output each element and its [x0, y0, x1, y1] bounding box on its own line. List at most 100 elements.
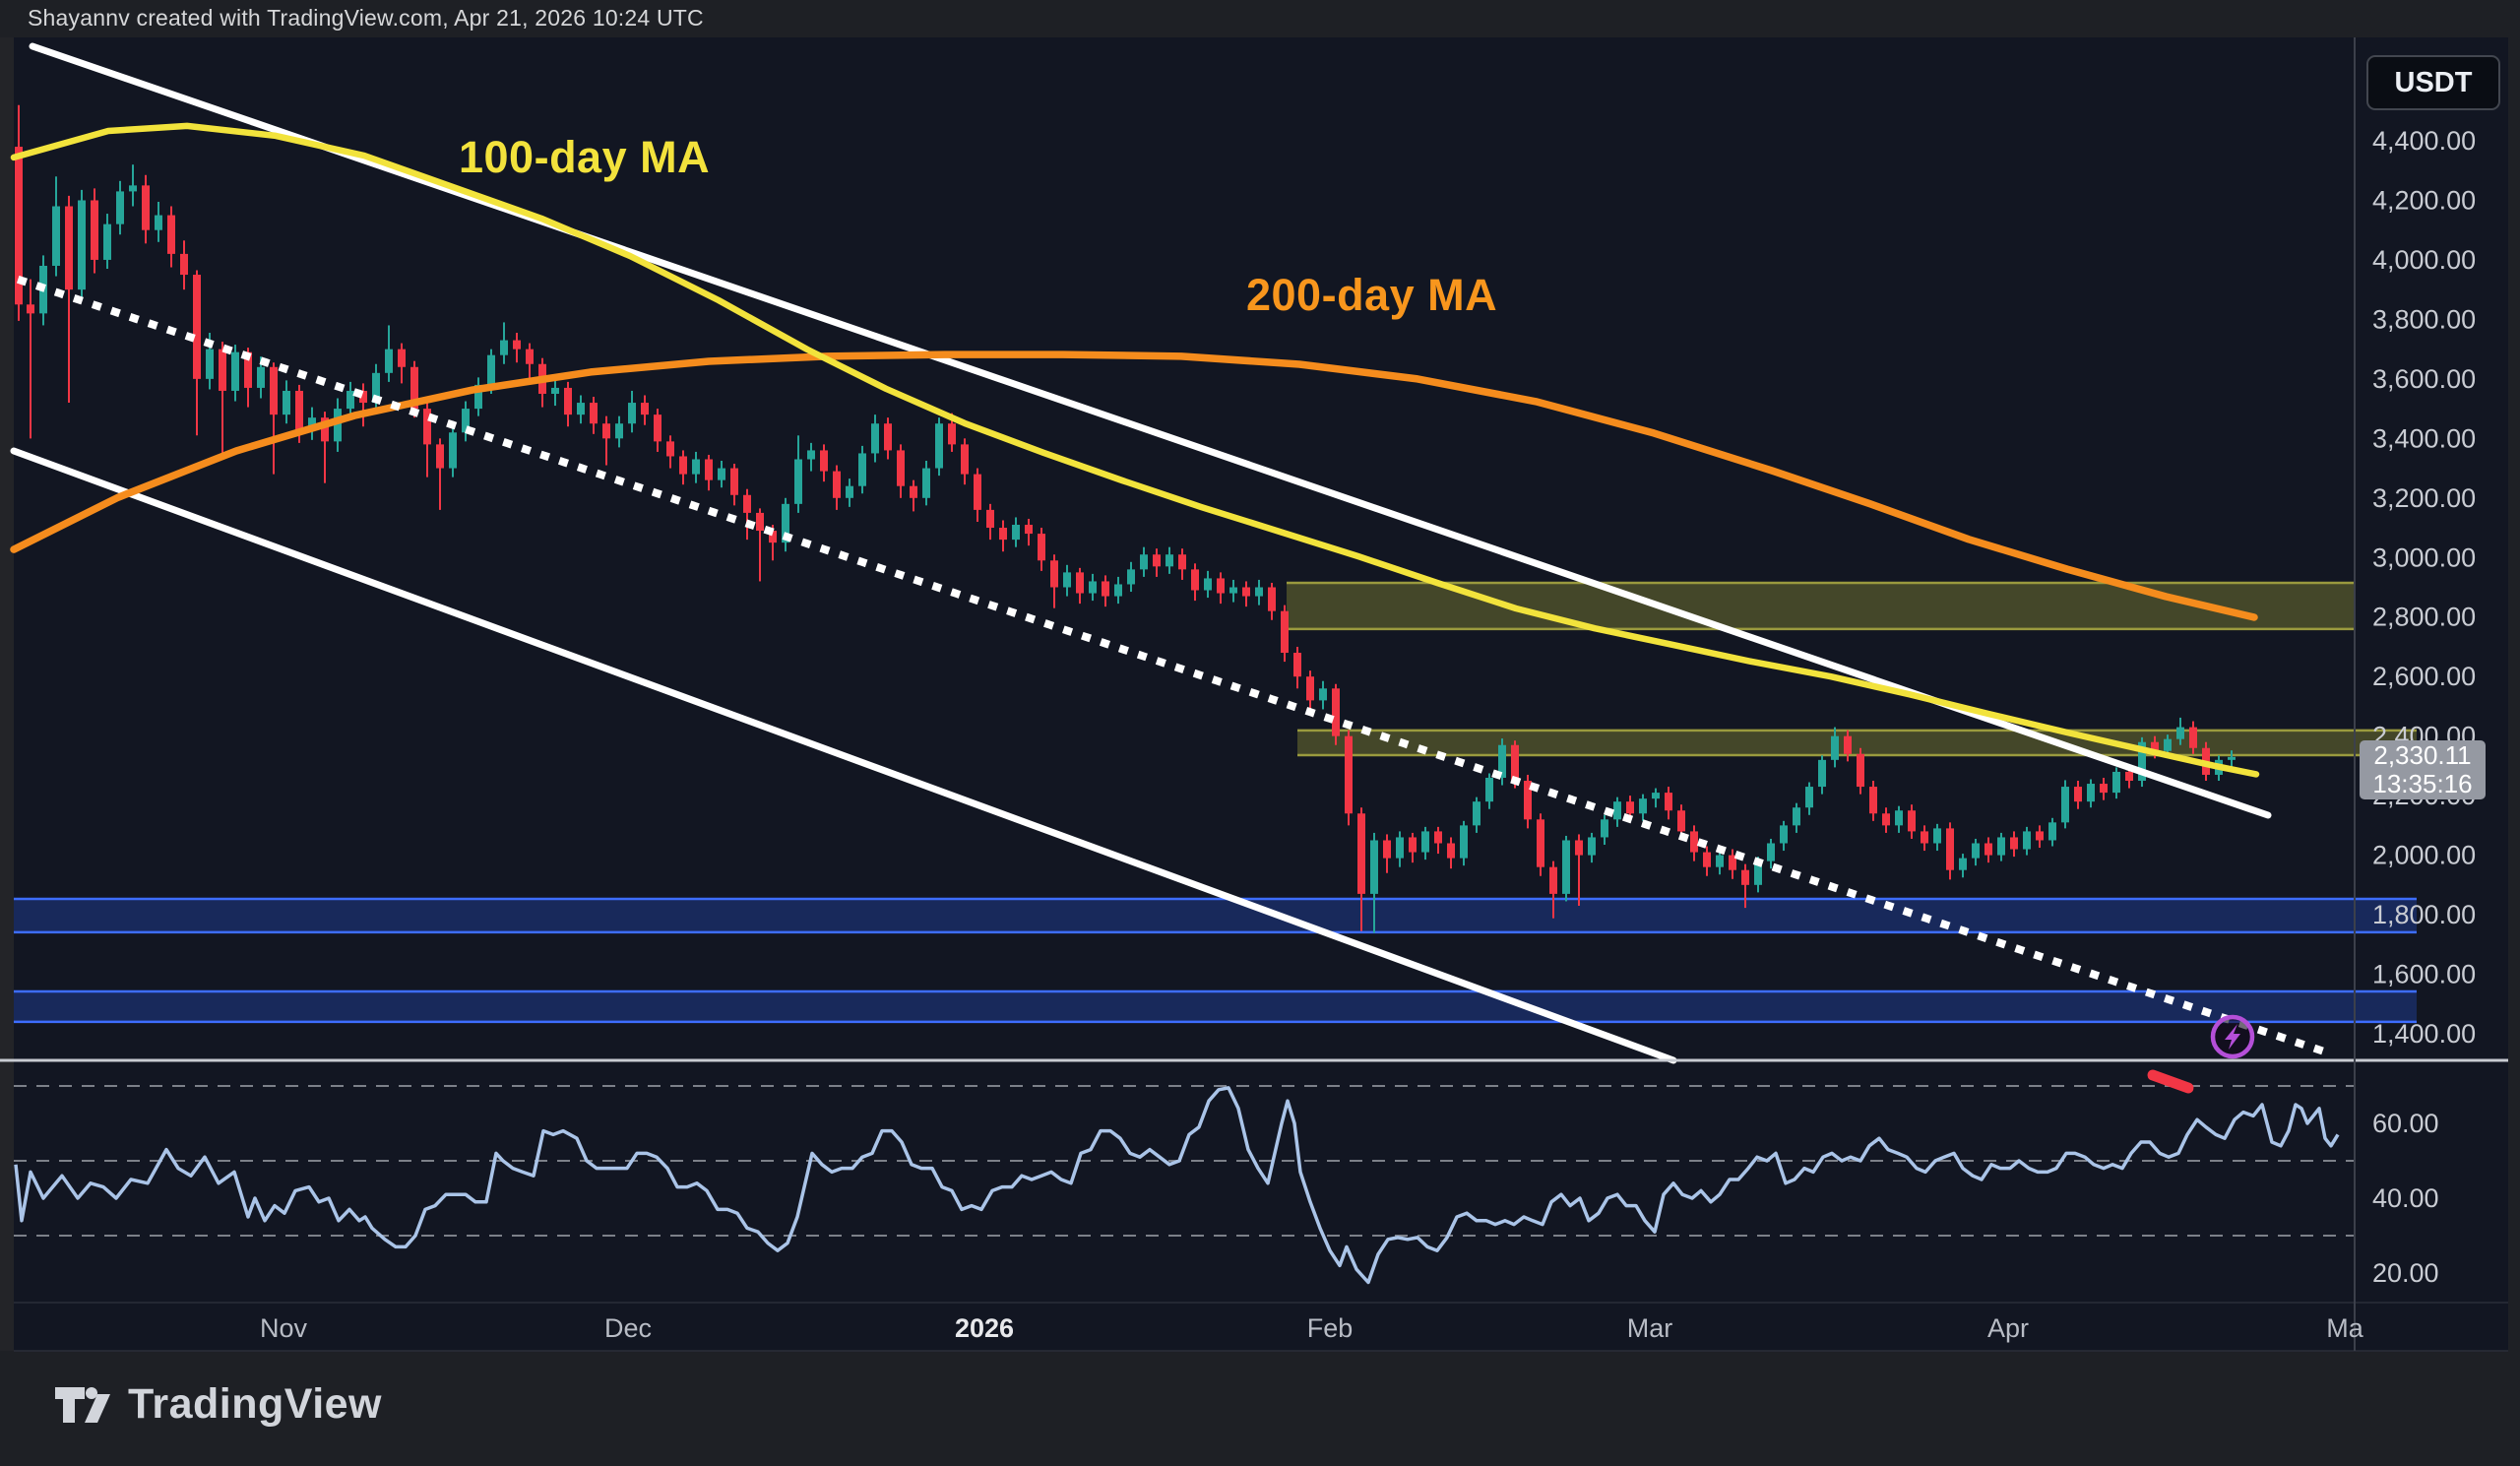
candle-body — [1857, 753, 1864, 788]
candle-body — [1281, 610, 1289, 654]
candle-body — [15, 147, 23, 305]
candle-body — [679, 456, 687, 475]
candle-body — [2138, 741, 2146, 782]
candle-body — [1370, 840, 1378, 894]
candle-body — [654, 414, 662, 442]
candle-body — [769, 531, 777, 543]
left-margin — [0, 37, 14, 1351]
candle-body — [2112, 771, 2120, 794]
candle-body — [129, 185, 137, 192]
candle-body — [1729, 855, 1736, 870]
candle-body — [65, 206, 73, 290]
price-tick-4200: 4,200.00 — [2372, 185, 2476, 215]
candle-body — [1460, 825, 1468, 859]
candle-body — [577, 403, 585, 415]
candle-body — [858, 453, 866, 486]
candle-body — [1485, 777, 1493, 802]
time-axis[interactable]: Nov Dec 2026 Feb Mar Apr Ma — [260, 1313, 2364, 1343]
candle-body — [1038, 534, 1045, 561]
candle-body — [564, 387, 572, 415]
candle-body — [1025, 525, 1033, 535]
candle-body — [1447, 843, 1455, 859]
candle-body — [1895, 810, 1903, 826]
candle-body — [1293, 653, 1301, 677]
candle-body — [2061, 787, 2069, 823]
tradingview-logo[interactable]: TradingView — [55, 1380, 382, 1429]
symbol-currency-button[interactable]: USDT — [2366, 55, 2500, 110]
lightning-marker — [2210, 1014, 2255, 1059]
candle-body — [1972, 843, 1980, 859]
price-tick-3800: 3,800.00 — [2372, 304, 2476, 334]
zone-support-1741-1853 — [14, 899, 2417, 932]
upper-channel-trendline — [29, 42, 2272, 819]
candle-body — [449, 432, 457, 469]
candle-body — [193, 275, 201, 379]
price-tick-1800: 1,800.00 — [2372, 900, 2476, 929]
candle-body — [884, 423, 892, 451]
candle-body — [2151, 741, 2159, 751]
candle-body — [1332, 688, 1340, 736]
candle-body — [551, 387, 559, 394]
candle-body — [2036, 831, 2044, 841]
candle-body — [1076, 572, 1084, 594]
candle-body — [1741, 869, 1749, 885]
candle-body — [807, 450, 815, 460]
candle-body — [1921, 831, 1928, 844]
candle-body — [52, 206, 60, 266]
candle-body — [1114, 584, 1122, 597]
candle-body — [1498, 744, 1506, 778]
candle-body — [2010, 837, 2018, 850]
candle-body — [1473, 801, 1480, 826]
candle-body — [948, 423, 956, 445]
candle-body — [1166, 554, 1173, 567]
ma100-line — [10, 122, 2260, 778]
price-tick-3400: 3,400.00 — [2372, 423, 2476, 453]
candle-body — [705, 459, 713, 480]
candle-body — [1665, 793, 1672, 811]
candle-body — [1933, 828, 1941, 844]
last-price-value: 2,330.11 — [2373, 739, 2472, 770]
candle-body — [1601, 819, 1608, 838]
candle-body — [257, 366, 265, 388]
candle-body — [308, 417, 316, 430]
candle-body — [743, 494, 751, 513]
candle-body — [1306, 676, 1314, 701]
candle-body — [846, 485, 853, 498]
candle-body — [628, 403, 636, 424]
price-tick-4000: 4,000.00 — [2372, 245, 2476, 275]
time-label-Nov: Nov — [260, 1313, 308, 1343]
last-price-badge: 2,330.11 13:35:16 — [2360, 740, 2486, 799]
price-tick-1600: 1,600.00 — [2372, 960, 2476, 989]
time-label-Apr: Apr — [1987, 1313, 2029, 1343]
candle-body — [666, 441, 674, 457]
rsi-pane — [14, 1069, 2355, 1285]
candle-body — [78, 200, 86, 290]
candle-body — [219, 349, 226, 391]
candle-body — [116, 191, 124, 224]
candle-body — [359, 390, 367, 404]
rsi-line — [14, 1086, 2340, 1285]
candle-body — [2164, 738, 2172, 751]
candle-body — [871, 423, 879, 454]
candle-body — [2228, 756, 2236, 760]
candle-body — [283, 390, 290, 415]
candle-body — [167, 215, 175, 254]
candle-body — [2048, 822, 2056, 841]
candle-body — [1780, 825, 1788, 844]
candle-body — [641, 403, 649, 415]
candle-body — [1217, 578, 1225, 594]
candle-body — [1652, 793, 1660, 799]
lower-channel-trendline — [10, 447, 1677, 1064]
candle-body — [1767, 843, 1775, 861]
time-label-2026: 2026 — [955, 1313, 1014, 1343]
candle-body — [782, 503, 789, 543]
candle-body — [372, 372, 380, 404]
candle-body — [2176, 727, 2184, 739]
candle-body — [1831, 735, 1839, 760]
candle-body — [1946, 828, 1954, 870]
candle-body — [1255, 587, 1263, 597]
candle-body — [91, 200, 98, 260]
price-tick-3000: 3,000.00 — [2372, 542, 2476, 572]
candle-body — [1524, 781, 1532, 820]
